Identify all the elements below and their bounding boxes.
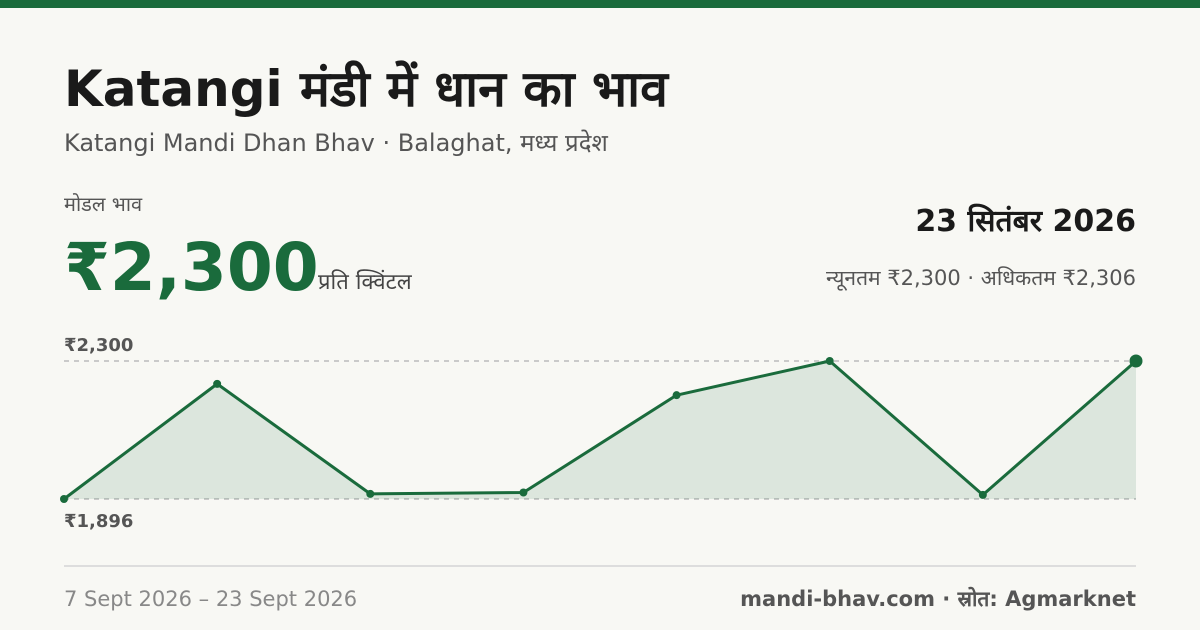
top-bar (0, 0, 1200, 8)
line (63, 359, 1137, 501)
modal-price: ₹2,300 (64, 229, 319, 306)
date-range: 7 Sept 2026 – 23 Sept 2026 (64, 587, 357, 611)
source: mandi-bhav.com · स्रोत: Agmarknet (740, 586, 1136, 611)
date: 23 सितंबर 2026 (915, 203, 1136, 239)
point (60, 495, 68, 503)
title: Katangi मंडी में धान का भाव (64, 60, 670, 118)
point (978, 490, 987, 499)
unit: प्रति क्विंटल (318, 269, 413, 295)
subtitle: Katangi Mandi Dhan Bhav · Balaghat, मध्य… (64, 129, 608, 157)
y-tick-label: ₹2,300 (64, 335, 133, 356)
point (672, 391, 681, 400)
y-tick-label: ₹1,896 (64, 511, 133, 532)
point (366, 489, 375, 498)
point (825, 357, 834, 365)
modal-label: मोडल भाव (64, 192, 143, 216)
area (64, 361, 1136, 499)
point (1129, 354, 1143, 368)
min-max: न्यूनतम ₹2,300 · अधिकतम ₹2,306 (826, 266, 1136, 291)
point (213, 379, 222, 388)
point (519, 488, 528, 497)
